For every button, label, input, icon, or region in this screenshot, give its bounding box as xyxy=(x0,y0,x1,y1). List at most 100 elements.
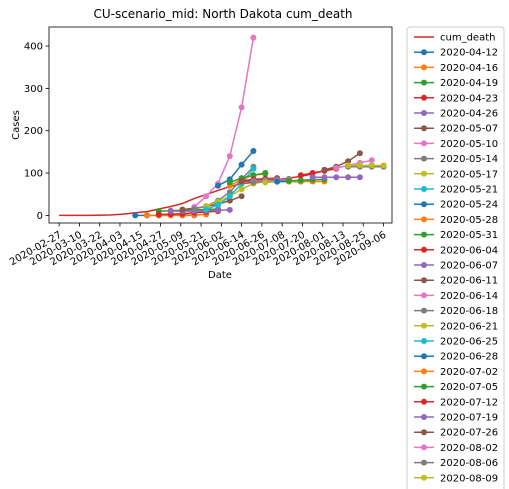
legend-item: 2020-06-11 xyxy=(414,276,498,287)
legend-label: 2020-06-25 xyxy=(440,337,498,348)
legend-label: 2020-07-02 xyxy=(440,367,498,378)
legend-label: 2020-05-10 xyxy=(440,139,498,150)
legend-item: 2020-06-25 xyxy=(414,337,498,348)
series-2020-07-05 xyxy=(285,176,328,184)
y-axis: 0 100 200 300 400 xyxy=(24,42,49,222)
plot-frame xyxy=(48,26,393,224)
data-point xyxy=(238,161,245,168)
legend-item: 2020-04-16 xyxy=(414,63,498,74)
series-line xyxy=(59,166,337,217)
legend-label: cum_death xyxy=(440,33,495,44)
data-point xyxy=(191,206,198,212)
legend-swatch-marker xyxy=(421,353,427,360)
legend-item: 2020-06-28 xyxy=(414,352,498,363)
series-line xyxy=(324,152,361,171)
data-point xyxy=(215,207,221,214)
legend-swatch-marker xyxy=(421,49,427,56)
legend-label: 2020-05-07 xyxy=(440,124,498,135)
data-point xyxy=(380,162,387,169)
plot-area xyxy=(59,34,387,219)
legend-swatch-marker xyxy=(421,155,427,162)
data-point xyxy=(238,178,245,185)
legend-item: 2020-04-19 xyxy=(414,78,498,89)
data-point xyxy=(226,193,233,200)
data-point xyxy=(345,174,352,181)
data-point xyxy=(226,206,233,213)
legend-swatch-marker xyxy=(421,64,427,71)
series-2020-05-31 xyxy=(226,170,269,186)
series-cum_death xyxy=(59,166,337,217)
data-point xyxy=(155,211,162,218)
legend-swatch-marker xyxy=(421,459,427,466)
legend-item: 2020-05-31 xyxy=(414,230,498,241)
legend-item: 2020-04-12 xyxy=(414,48,498,59)
y-tick-label: 300 xyxy=(24,84,43,95)
legend-frame xyxy=(406,26,505,489)
legend-item: 2020-05-10 xyxy=(414,139,498,150)
series-2020-07-19 xyxy=(309,174,363,181)
legend-swatch-marker xyxy=(421,398,427,405)
legend-label: 2020-06-28 xyxy=(440,352,498,363)
series-line xyxy=(241,177,278,182)
data-point xyxy=(215,201,221,208)
data-point xyxy=(333,165,340,171)
legend-label: 2020-08-09 xyxy=(440,473,498,484)
data-point xyxy=(356,174,363,181)
data-point xyxy=(285,177,292,184)
y-tick-label: 400 xyxy=(24,42,43,53)
legend-label: 2020-07-05 xyxy=(440,382,498,393)
data-point xyxy=(321,166,328,173)
legend-item: 2020-07-19 xyxy=(414,413,498,424)
legend: cum_death 2020-04-12 2020-04-16 2020-04-19 2… xyxy=(406,26,505,489)
legend-swatch-marker xyxy=(421,277,427,284)
data-point xyxy=(368,157,375,164)
legend-swatch-marker xyxy=(421,186,427,192)
data-point xyxy=(226,197,233,204)
legend-swatch-marker xyxy=(421,307,427,314)
legend-label: 2020-05-24 xyxy=(440,200,498,211)
series-line xyxy=(217,150,254,187)
legend-swatch-marker xyxy=(421,170,427,177)
data-point xyxy=(226,179,233,186)
legend-swatch-marker xyxy=(421,94,427,101)
data-point xyxy=(274,178,281,185)
y-tick-label: 0 xyxy=(37,211,43,222)
series-line xyxy=(253,179,289,183)
legend-label: 2020-06-07 xyxy=(440,261,498,272)
legend-item: 2020-05-07 xyxy=(414,124,498,135)
data-point xyxy=(297,177,304,184)
legend-swatch-marker xyxy=(421,414,427,420)
legend-swatch-marker xyxy=(421,140,427,147)
legend-swatch-marker xyxy=(421,201,427,208)
legend-item: 2020-04-23 xyxy=(414,93,498,104)
legend-label: 2020-08-02 xyxy=(440,443,498,454)
legend-item: 2020-05-14 xyxy=(414,154,498,165)
data-point xyxy=(250,165,257,172)
legend-label: 2020-06-04 xyxy=(440,245,498,256)
legend-item: 2020-06-18 xyxy=(414,306,498,317)
legend-item: 2020-07-26 xyxy=(414,428,498,439)
data-point xyxy=(321,174,328,181)
legend-item: 2020-08-06 xyxy=(414,458,498,469)
legend-label: 2020-04-16 xyxy=(440,63,498,74)
data-point xyxy=(238,104,245,111)
data-point xyxy=(262,179,269,186)
series-2020-08-02 xyxy=(333,157,375,171)
y-axis-label: Cases xyxy=(11,110,22,140)
data-point xyxy=(309,170,316,176)
legend-item: 2020-05-28 xyxy=(414,215,498,226)
legend-label: 2020-04-23 xyxy=(440,93,498,104)
data-point xyxy=(309,174,316,181)
legend-label: 2020-06-21 xyxy=(440,321,498,332)
data-point xyxy=(333,174,340,181)
legend-label: 2020-04-12 xyxy=(440,48,498,59)
data-point xyxy=(250,172,257,179)
legend-item: 2020-07-05 xyxy=(414,382,498,393)
data-point xyxy=(356,150,363,157)
y-tick-label: 100 xyxy=(24,169,43,180)
legend-item: 2020-06-07 xyxy=(414,261,498,272)
legend-swatch-marker xyxy=(421,262,427,268)
legend-item: 2020-08-02 xyxy=(414,443,498,454)
data-point xyxy=(345,158,352,165)
legend-item: 2020-06-04 xyxy=(414,245,498,256)
